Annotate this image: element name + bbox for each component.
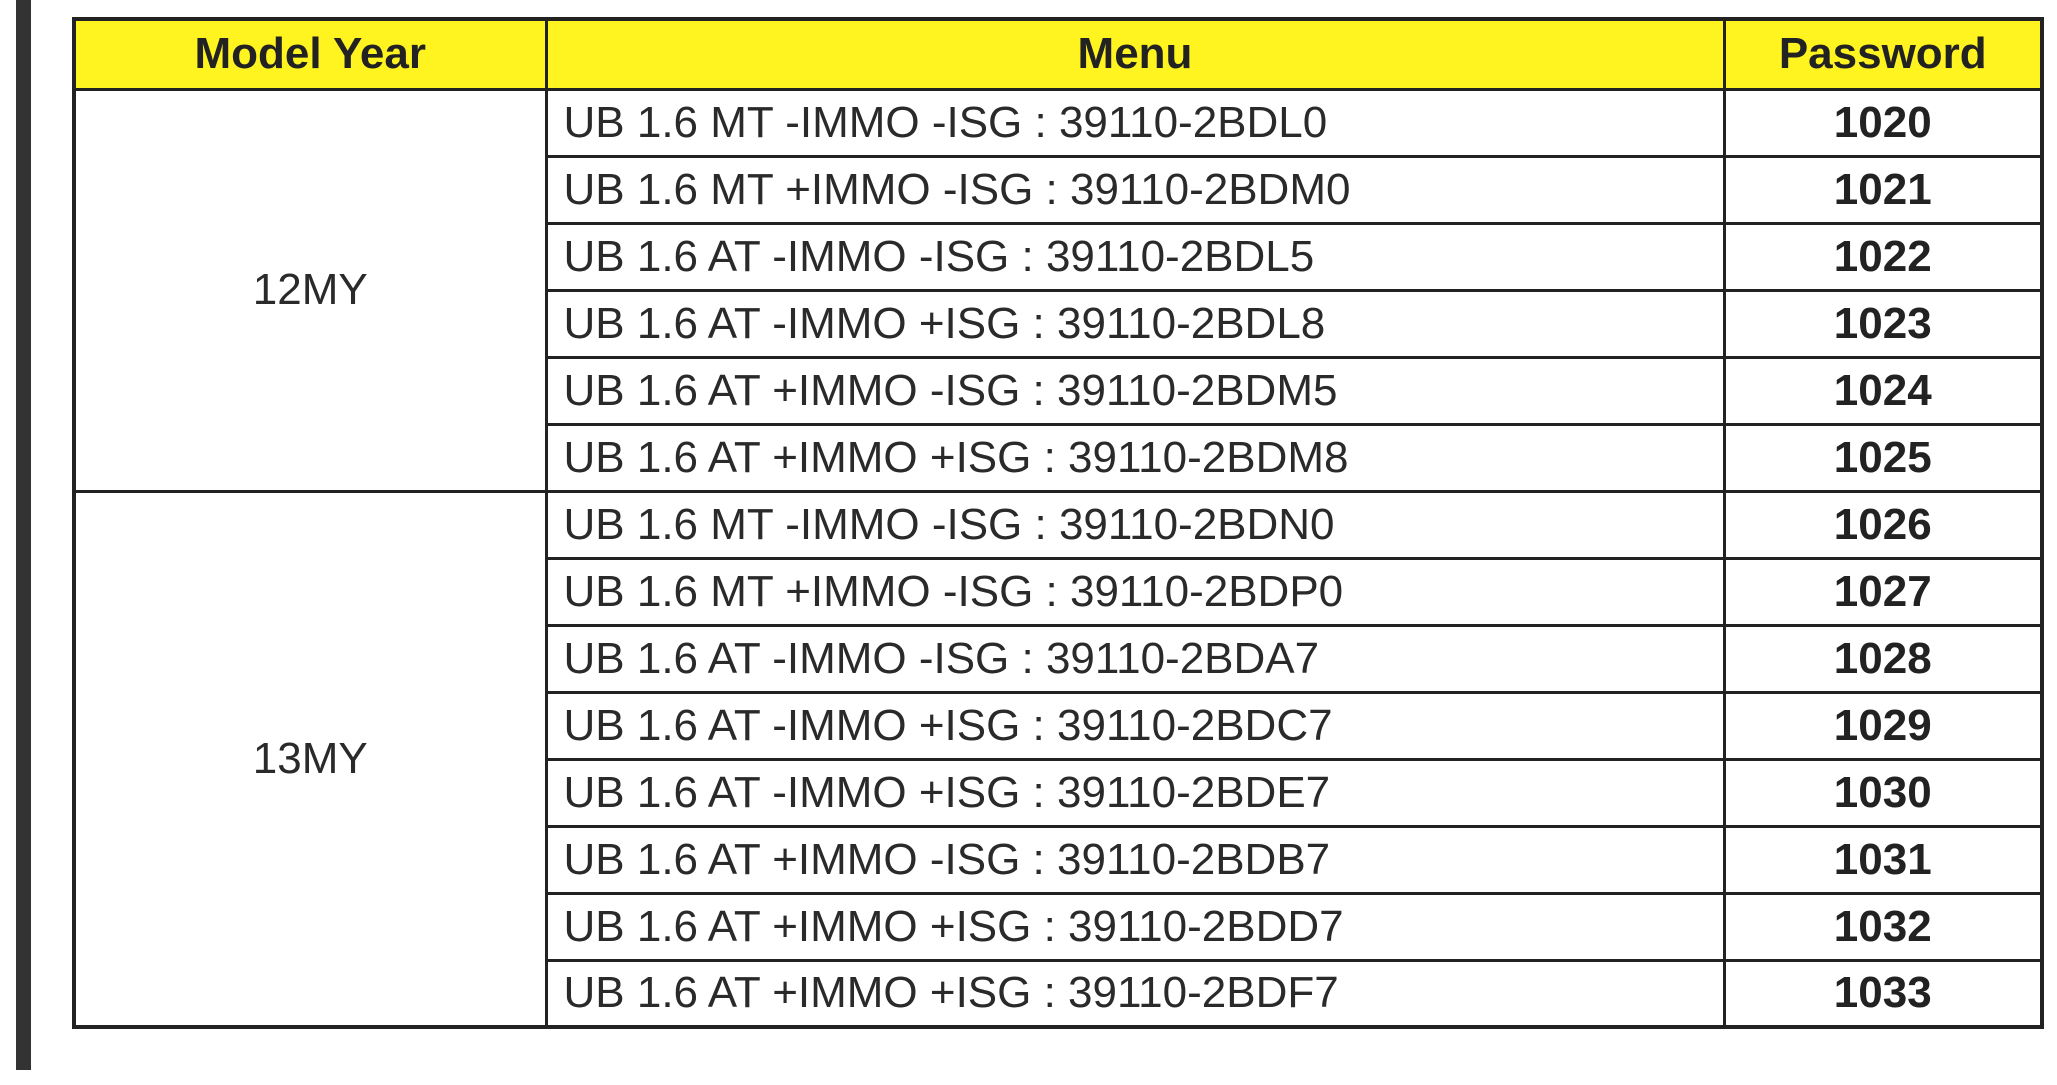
table-row: UB 1.6 AT -IMMO -ISG : 39110-2BDA7 1028 (74, 623, 2044, 694)
password-cell: 1028 (1722, 623, 2044, 694)
menu-cell: UB 1.6 MT +IMMO -ISG : 39110-2BDM0 (544, 154, 1726, 225)
password-cell: 1032 (1722, 891, 2044, 962)
table-row: UB 1.6 AT +IMMO +ISG : 39110-2BDF7 1033 (74, 958, 2044, 1029)
table-row: UB 1.6 AT +IMMO +ISG : 39110-2BDD7 1032 (74, 891, 2044, 962)
password-table: Model Year Menu Password 12MY UB 1.6 MT -… (72, 17, 2044, 1029)
table-row: UB 1.6 MT +IMMO -ISG : 39110-2BDP0 1027 (74, 556, 2044, 627)
menu-cell: UB 1.6 AT +IMMO +ISG : 39110-2BDD7 (544, 891, 1726, 962)
table-row: UB 1.6 AT +IMMO +ISG : 39110-2BDM8 1025 (74, 422, 2044, 493)
password-cell: 1023 (1722, 288, 2044, 359)
table-row: UB 1.6 MT +IMMO -ISG : 39110-2BDM0 1021 (74, 154, 2044, 225)
password-cell: 1025 (1722, 422, 2044, 493)
password-cell: 1020 (1722, 87, 2044, 158)
model-year-cell: 12MY (72, 87, 548, 493)
table-row: UB 1.6 AT -IMMO -ISG : 39110-2BDL5 1022 (74, 221, 2044, 292)
password-cell: 1022 (1722, 221, 2044, 292)
menu-cell: UB 1.6 AT -IMMO +ISG : 39110-2BDL8 (544, 288, 1726, 359)
table-body: 12MY UB 1.6 MT -IMMO -ISG : 39110-2BDL0 10… (72, 87, 2044, 1029)
password-cell: 1024 (1722, 355, 2044, 426)
table-row: UB 1.6 AT -IMMO +ISG : 39110-2BDC7 1029 (74, 690, 2044, 761)
menu-cell: UB 1.6 AT -IMMO -ISG : 39110-2BDA7 (544, 623, 1726, 694)
table-row: UB 1.6 AT -IMMO +ISG : 39110-2BDL8 1023 (74, 288, 2044, 359)
header-cell: Model Year (72, 17, 548, 91)
password-cell: 1026 (1722, 489, 2044, 560)
menu-cell: UB 1.6 AT +IMMO -ISG : 39110-2BDM5 (544, 355, 1726, 426)
menu-cell: UB 1.6 MT -IMMO -ISG : 39110-2BDL0 (544, 87, 1726, 158)
table-row: UB 1.6 AT +IMMO -ISG : 39110-2BDB7 1031 (74, 824, 2044, 895)
header-cell: Menu (544, 17, 1726, 91)
menu-cell: UB 1.6 MT -IMMO -ISG : 39110-2BDN0 (544, 489, 1726, 560)
menu-cell: UB 1.6 AT +IMMO +ISG : 39110-2BDM8 (544, 422, 1726, 493)
header-cell: Password (1722, 17, 2044, 91)
table-row: UB 1.6 AT -IMMO +ISG : 39110-2BDE7 1030 (74, 757, 2044, 828)
menu-cell: UB 1.6 AT -IMMO -ISG : 39110-2BDL5 (544, 221, 1726, 292)
menu-cell: UB 1.6 AT -IMMO +ISG : 39110-2BDE7 (544, 757, 1726, 828)
menu-cell: UB 1.6 MT +IMMO -ISG : 39110-2BDP0 (544, 556, 1726, 627)
menu-cell: UB 1.6 AT +IMMO +ISG : 39110-2BDF7 (544, 958, 1726, 1029)
password-cell: 1029 (1722, 690, 2044, 761)
password-cell: 1021 (1722, 154, 2044, 225)
menu-cell: UB 1.6 AT +IMMO -ISG : 39110-2BDB7 (544, 824, 1726, 895)
password-cell: 1031 (1722, 824, 2044, 895)
menu-cell: UB 1.6 AT -IMMO +ISG : 39110-2BDC7 (544, 690, 1726, 761)
password-cell: 1027 (1722, 556, 2044, 627)
table-row: 13MY UB 1.6 MT -IMMO -ISG : 39110-2BDN0 10… (72, 489, 2044, 1029)
password-cell: 1033 (1722, 958, 2044, 1029)
header-row: Model Year Menu Password (72, 17, 2044, 91)
side-bar (16, 0, 31, 1070)
table-row: 12MY UB 1.6 MT -IMMO -ISG : 39110-2BDL0 10… (72, 87, 2044, 493)
model-year-cell: 13MY (72, 489, 548, 1029)
table-row: UB 1.6 AT +IMMO -ISG : 39110-2BDM5 1024 (74, 355, 2044, 426)
password-cell: 1030 (1722, 757, 2044, 828)
